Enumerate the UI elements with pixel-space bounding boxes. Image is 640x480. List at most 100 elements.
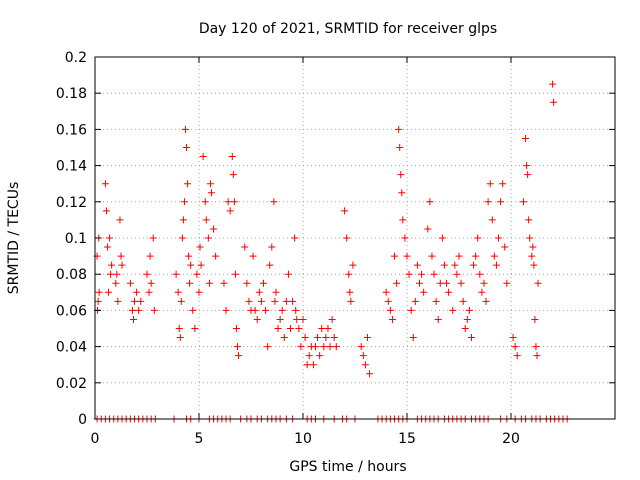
data-point (282, 297, 290, 305)
data-point (108, 261, 116, 269)
data-point (451, 261, 459, 269)
data-point (528, 252, 536, 260)
data-point (187, 261, 195, 269)
data-point (529, 243, 537, 251)
data-point (495, 234, 503, 242)
data-point (443, 279, 451, 287)
data-point (395, 125, 403, 133)
data-point (492, 261, 500, 269)
data-point (480, 279, 488, 287)
data-point (453, 270, 461, 278)
data-point (357, 343, 365, 351)
data-point (295, 325, 303, 332)
data-point (292, 306, 300, 314)
data-point (316, 352, 324, 360)
data-point (259, 279, 267, 287)
data-point (147, 279, 155, 287)
data-point (233, 343, 241, 351)
data-point (424, 225, 432, 233)
data-point (102, 207, 110, 215)
data-point (264, 343, 272, 351)
data-point (145, 288, 153, 296)
data-point (106, 234, 114, 242)
data-point (532, 343, 540, 351)
data-point (266, 261, 274, 269)
data-point (195, 288, 203, 296)
data-point (318, 325, 326, 332)
data-point (461, 325, 469, 332)
data-point (112, 279, 120, 287)
x-tick-label: 0 (91, 431, 100, 447)
data-point (287, 325, 295, 332)
data-point (465, 306, 473, 314)
data-point (276, 315, 284, 323)
data-point (396, 144, 404, 151)
data-point (478, 288, 486, 296)
data-point (103, 243, 111, 251)
data-point (343, 234, 351, 242)
data-point (403, 252, 411, 260)
data-point (426, 198, 434, 206)
data-point (482, 297, 490, 305)
data-point (289, 297, 297, 305)
data-point (205, 279, 213, 287)
data-point (178, 234, 186, 242)
y-tick-label: 0.12 (56, 195, 87, 211)
data-point (229, 171, 237, 179)
data-point (202, 216, 210, 224)
y-axis-label: SRMTID / TECUs (6, 182, 22, 295)
data-point (189, 306, 197, 314)
data-point (470, 261, 478, 269)
data-point (146, 252, 154, 260)
data-point (299, 315, 307, 323)
y-tick-label: 0 (78, 412, 87, 428)
data-point (526, 234, 534, 242)
data-point (303, 361, 311, 369)
data-point (405, 270, 413, 278)
data-point (224, 198, 232, 206)
data-point (126, 279, 134, 287)
y-tick-label: 0.14 (56, 159, 87, 175)
data-point (497, 198, 505, 206)
data-point (314, 334, 322, 342)
data-point (101, 180, 109, 188)
data-point (341, 207, 349, 215)
data-point (401, 234, 409, 242)
x-axis-label: GPS time / hours (289, 459, 406, 475)
data-point (459, 297, 467, 305)
data-point (413, 261, 421, 269)
data-point (531, 315, 539, 323)
data-point (359, 352, 367, 360)
data-point (274, 325, 282, 332)
data-point (550, 98, 558, 106)
data-points (93, 80, 571, 423)
y-tick-label: 0.2 (65, 50, 87, 66)
data-point (455, 252, 463, 260)
data-point (330, 334, 338, 342)
y-tick-label: 0.18 (56, 86, 87, 102)
data-point (523, 162, 531, 170)
data-point (332, 343, 340, 351)
data-point (445, 288, 453, 296)
data-point (172, 270, 180, 278)
data-point (411, 297, 419, 305)
data-point (128, 306, 136, 314)
data-point (181, 125, 189, 133)
data-point (268, 243, 276, 251)
data-point (345, 270, 353, 278)
data-point (253, 315, 261, 323)
data-point (226, 207, 234, 215)
y-tick-label: 0.16 (56, 122, 87, 138)
data-point (391, 252, 399, 260)
grid (95, 57, 615, 419)
data-point (137, 297, 145, 305)
data-point (235, 352, 243, 360)
data-point (114, 297, 122, 305)
data-point (232, 325, 240, 332)
data-point (291, 234, 299, 242)
data-point (105, 288, 113, 296)
data-point (326, 343, 334, 351)
data-point (210, 225, 218, 233)
data-point (524, 171, 532, 179)
